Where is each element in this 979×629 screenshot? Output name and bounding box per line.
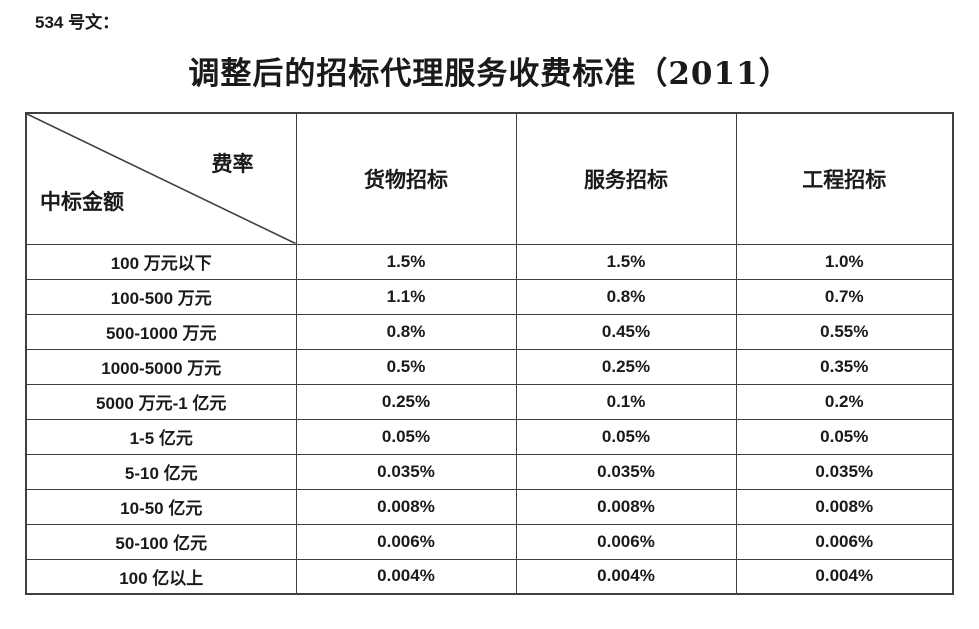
amount-range-label: 1-5 亿元	[25, 418, 297, 455]
diagonal-divider-line	[27, 114, 296, 244]
amount-range-label: 50-100 亿元	[25, 523, 297, 560]
rate-cell: 0.004%	[515, 558, 737, 595]
table-row: 1-5 亿元 0.05% 0.05% 0.05%	[25, 418, 954, 455]
table-row: 100-500 万元 1.1% 0.8% 0.7%	[25, 278, 954, 315]
rate-cell: 0.008%	[735, 488, 954, 525]
header-row: 费率 中标金额 货物招标 服务招标 工程招标	[25, 112, 954, 245]
rate-cell: 0.45%	[515, 313, 737, 350]
table-row: 5-10 亿元 0.035% 0.035% 0.035%	[25, 453, 954, 490]
rate-cell: 0.25%	[515, 348, 737, 385]
corner-label-bid-amount: 中标金额	[40, 188, 124, 214]
rate-cell: 0.35%	[735, 348, 954, 385]
rate-cell: 0.008%	[295, 488, 517, 525]
rate-cell: 0.006%	[295, 523, 517, 560]
rate-cell: 0.7%	[735, 278, 954, 315]
rate-cell: 0.035%	[735, 453, 954, 490]
rate-cell: 0.004%	[295, 558, 517, 595]
column-header-engineering: 工程招标	[735, 112, 954, 245]
rate-cell: 0.05%	[295, 418, 517, 455]
amount-range-label: 100-500 万元	[25, 278, 297, 315]
doc-number-label: 534 号文：	[35, 13, 120, 32]
table-row: 10-50 亿元 0.008% 0.008% 0.008%	[25, 488, 954, 525]
rate-cell: 0.004%	[735, 558, 954, 595]
rate-cell: 1.5%	[295, 243, 517, 280]
rate-cell: 0.8%	[515, 278, 737, 315]
rate-cell: 0.035%	[295, 453, 517, 490]
amount-range-label: 5-10 亿元	[25, 453, 297, 490]
rate-cell: 0.006%	[515, 523, 737, 560]
table-row: 500-1000 万元 0.8% 0.45% 0.55%	[25, 313, 954, 350]
amount-range-label: 5000 万元-1 亿元	[25, 383, 297, 420]
rate-cell: 0.8%	[295, 313, 517, 350]
rate-cell: 1.0%	[735, 243, 954, 280]
amount-range-label: 1000-5000 万元	[25, 348, 297, 385]
rate-cell: 0.05%	[735, 418, 954, 455]
rate-cell: 0.25%	[295, 383, 517, 420]
column-header-services: 服务招标	[515, 112, 737, 245]
rate-cell: 0.2%	[735, 383, 954, 420]
rate-cell: 0.5%	[295, 348, 517, 385]
table-row: 1000-5000 万元 0.5% 0.25% 0.35%	[25, 348, 954, 385]
column-header-goods: 货物招标	[295, 112, 517, 245]
table-row: 50-100 亿元 0.006% 0.006% 0.006%	[25, 523, 954, 560]
rate-cell: 0.006%	[735, 523, 954, 560]
amount-range-label: 10-50 亿元	[25, 488, 297, 525]
rate-cell: 0.1%	[515, 383, 737, 420]
fee-rate-table: 费率 中标金额 货物招标 服务招标 工程招标 100 万元以下 1.5% 1.5% 1…	[25, 112, 954, 595]
rate-cell: 0.035%	[515, 453, 737, 490]
diagonal-corner-cell: 费率 中标金额	[25, 112, 297, 245]
amount-range-label: 100 亿以上	[25, 558, 297, 595]
corner-label-rate: 费率	[211, 151, 254, 176]
amount-range-label: 100 万元以下	[25, 243, 297, 280]
rate-cell: 1.1%	[295, 278, 517, 315]
table-row: 100 亿以上 0.004% 0.004% 0.004%	[25, 558, 954, 595]
rate-cell: 0.55%	[735, 313, 954, 350]
page-title: 调整后的招标代理服务收费标准（2011）	[188, 56, 791, 92]
table-row: 5000 万元-1 亿元 0.25% 0.1% 0.2%	[25, 383, 954, 420]
rate-cell: 0.008%	[515, 488, 737, 525]
amount-range-label: 500-1000 万元	[25, 313, 297, 350]
table-row: 100 万元以下 1.5% 1.5% 1.0%	[25, 243, 954, 280]
rate-cell: 0.05%	[515, 418, 737, 455]
rate-cell: 1.5%	[515, 243, 737, 280]
